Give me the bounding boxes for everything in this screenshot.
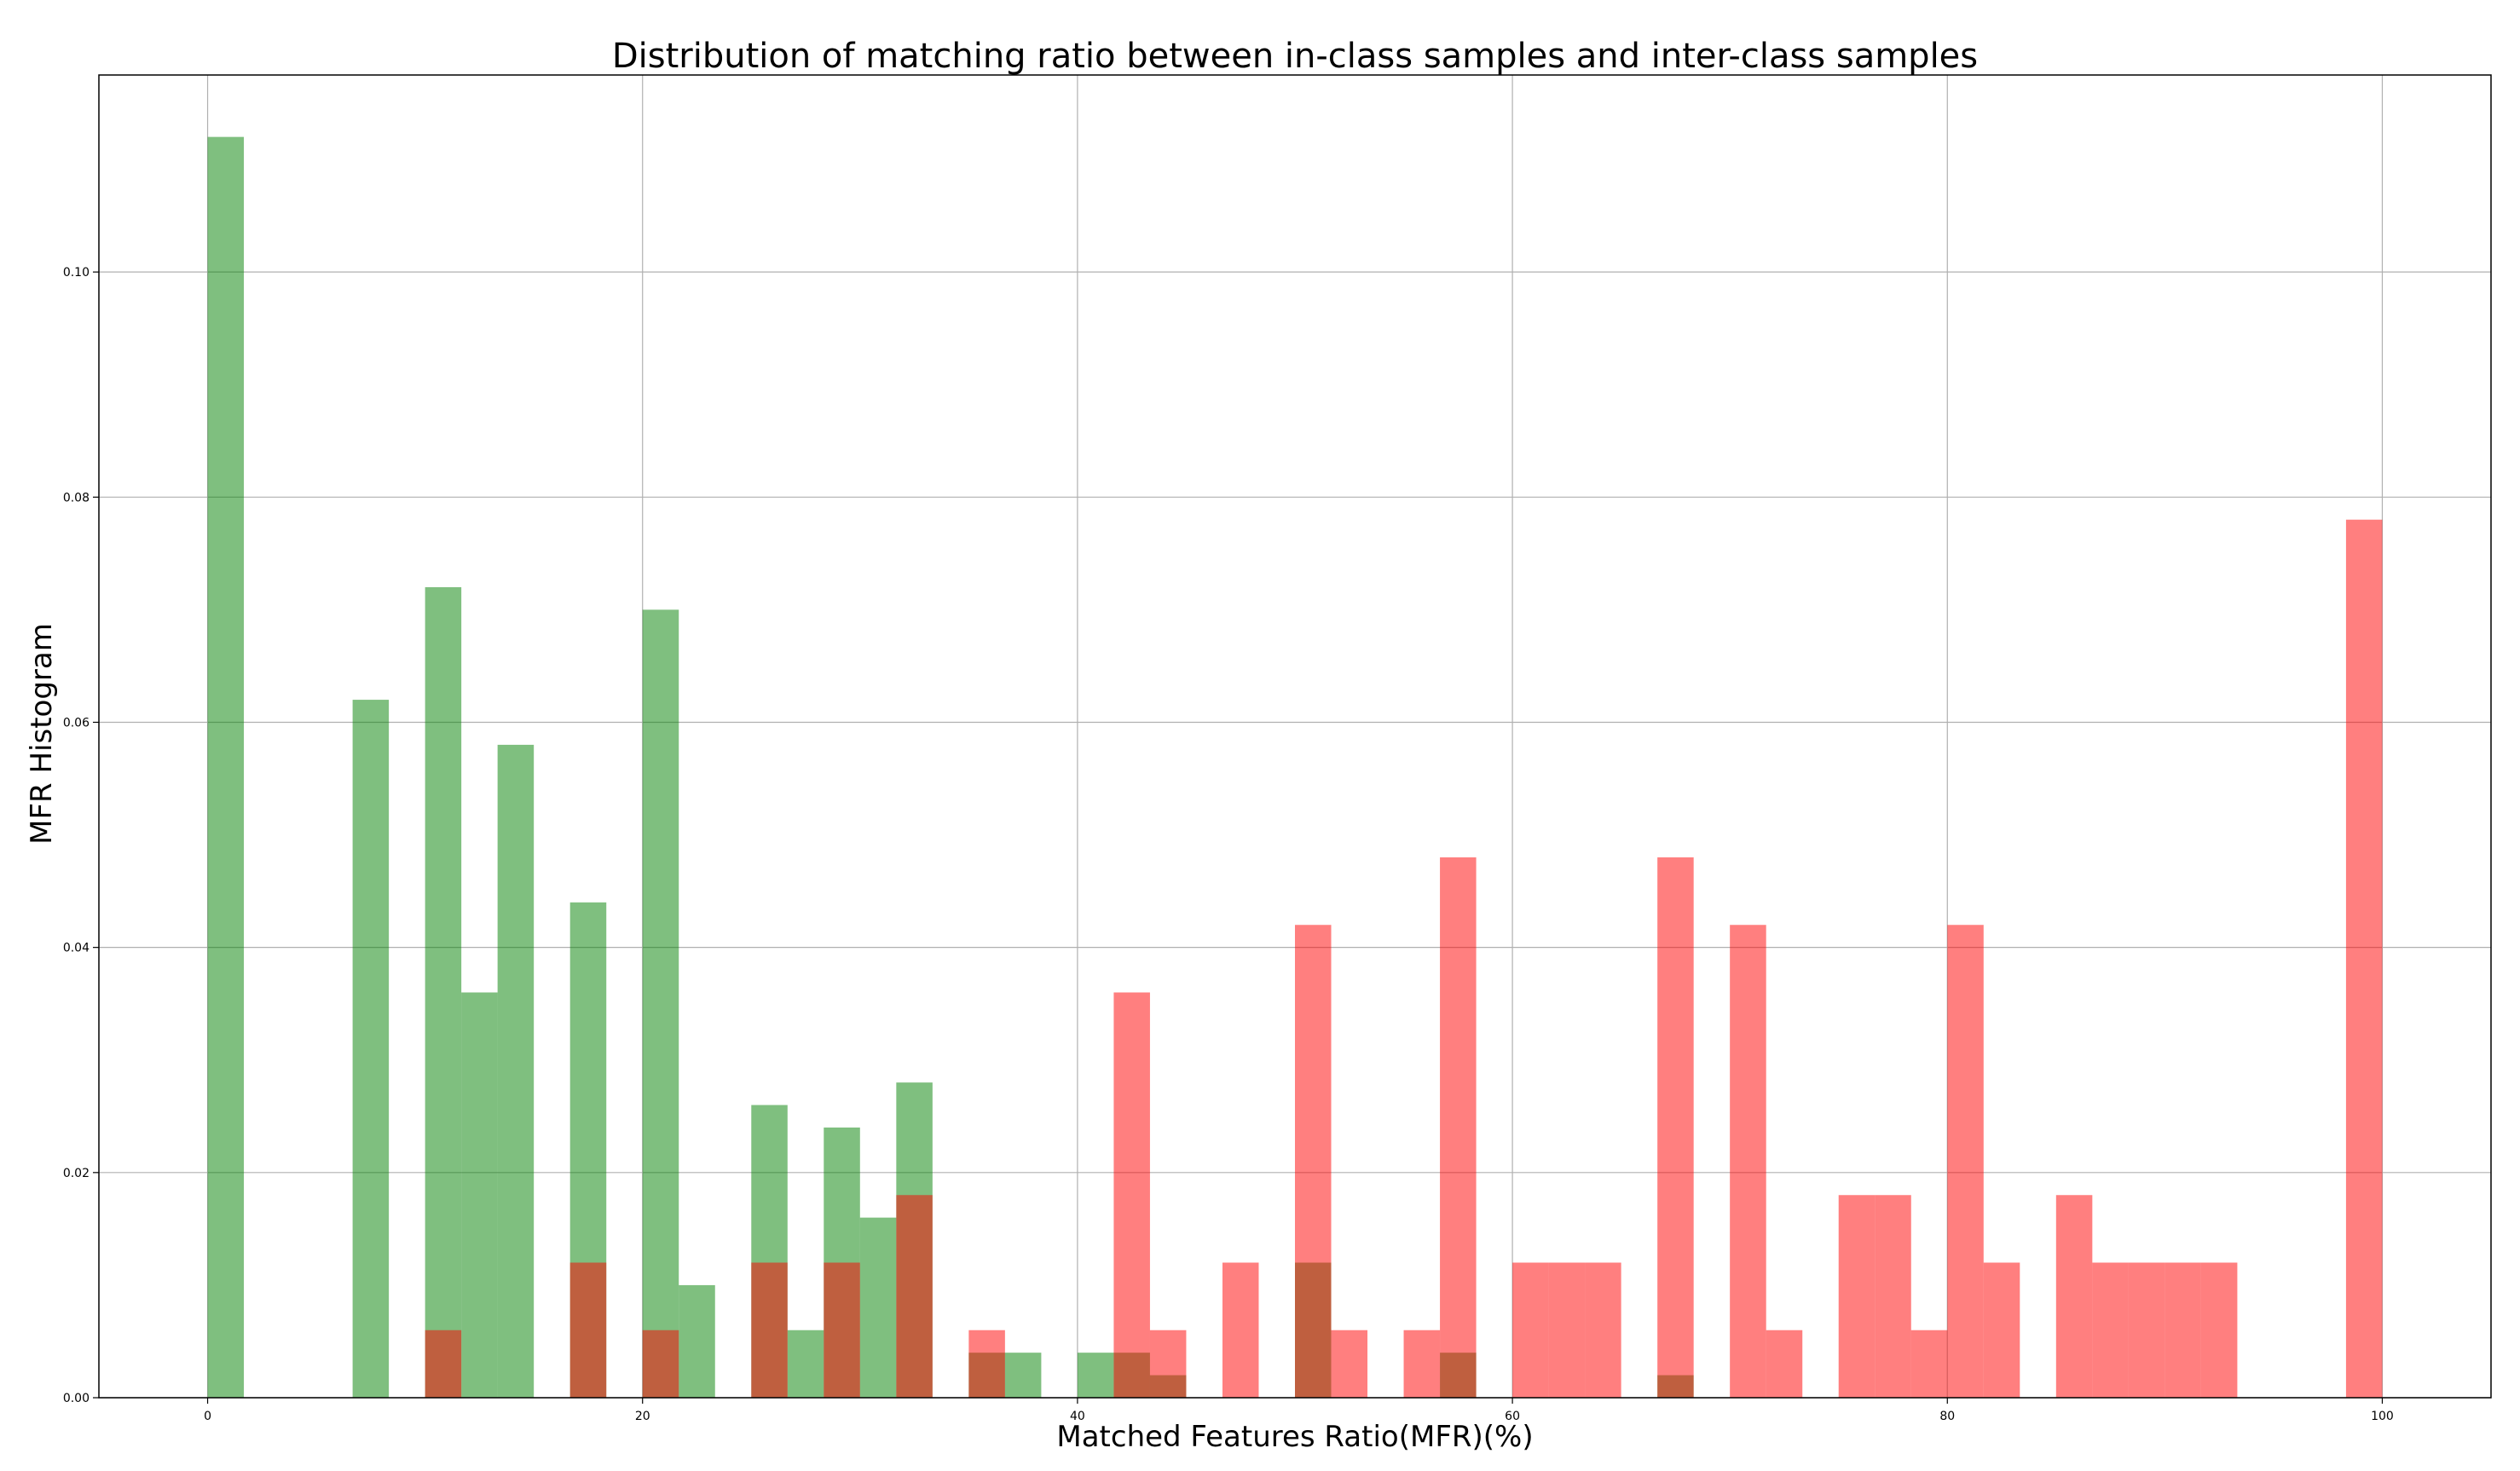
red-bar <box>2200 1262 2238 1398</box>
green-bar <box>859 1217 897 1398</box>
red-bar <box>1838 1195 1876 1398</box>
green-bar <box>1004 1353 1042 1398</box>
red-bar <box>1657 857 1694 1398</box>
red-bar <box>2165 1262 2201 1398</box>
red-bar <box>2055 1195 2093 1398</box>
x-tick-label: 100 <box>2371 1410 2394 1423</box>
x-tick-label: 60 <box>1505 1410 1520 1423</box>
red-bar <box>1983 1262 2020 1398</box>
red-bar <box>896 1195 933 1398</box>
green-bar <box>787 1330 824 1398</box>
green-bar <box>642 609 679 1398</box>
x-tick-label: 20 <box>635 1410 650 1423</box>
red-bar <box>968 1330 1005 1398</box>
green-bar <box>461 992 498 1398</box>
axis-ticks: 0 20 40 60 80 100 0.00 0.02 0.04 0.06 0.08 0.10 <box>63 266 2394 1423</box>
x-tick-label: 80 <box>1939 1410 1955 1423</box>
y-tick-label: 0.10 <box>63 266 90 280</box>
red-bar <box>1331 1330 1368 1398</box>
plot-frame <box>98 74 2492 1399</box>
red-bar <box>1440 857 1477 1398</box>
red-bar <box>1512 1262 1549 1398</box>
red-bar <box>1947 925 1984 1398</box>
y-tick-label: 0.04 <box>63 942 90 955</box>
red-bar <box>751 1262 788 1398</box>
x-tick-label: 40 <box>1070 1410 1085 1423</box>
green-bar <box>679 1284 715 1398</box>
red-bar <box>425 1330 462 1398</box>
green-bar <box>352 700 390 1398</box>
green-bar <box>497 744 535 1398</box>
red-bar <box>1403 1330 1441 1398</box>
red-bar <box>1585 1262 1621 1398</box>
red-bar <box>1910 1330 1948 1398</box>
green-bar <box>425 586 462 1398</box>
chart-title: Distribution of matching ratio between i… <box>612 37 1978 76</box>
red-bar <box>569 1262 607 1398</box>
red-bar <box>1548 1262 1586 1398</box>
red-bar <box>1730 925 1766 1398</box>
red-bar <box>2128 1262 2165 1398</box>
red-bar <box>1875 1195 1911 1398</box>
y-axis-title: MFR Histogram <box>25 623 59 845</box>
y-tick-label: 0.06 <box>63 716 90 730</box>
y-tick-label: 0.02 <box>63 1167 90 1180</box>
red-bar <box>1222 1262 1259 1398</box>
red-bar <box>2092 1262 2129 1398</box>
red-bar <box>2345 519 2383 1399</box>
red-bar <box>642 1330 679 1398</box>
red-bar <box>1295 925 1332 1398</box>
red-bar <box>1766 1330 1803 1398</box>
red-bar <box>1149 1330 1187 1398</box>
green-bar <box>1077 1353 1114 1398</box>
y-tick-label: 0.08 <box>63 491 90 505</box>
y-tick-label: 0.00 <box>63 1392 90 1405</box>
red-bar <box>824 1262 860 1398</box>
x-axis-title: Matched Features Ratio(MFR)(%) <box>1056 1420 1533 1454</box>
bars <box>207 136 2383 1399</box>
green-bar <box>207 136 245 1398</box>
red-bar <box>1113 992 1150 1398</box>
x-tick-label: 0 <box>204 1410 211 1423</box>
